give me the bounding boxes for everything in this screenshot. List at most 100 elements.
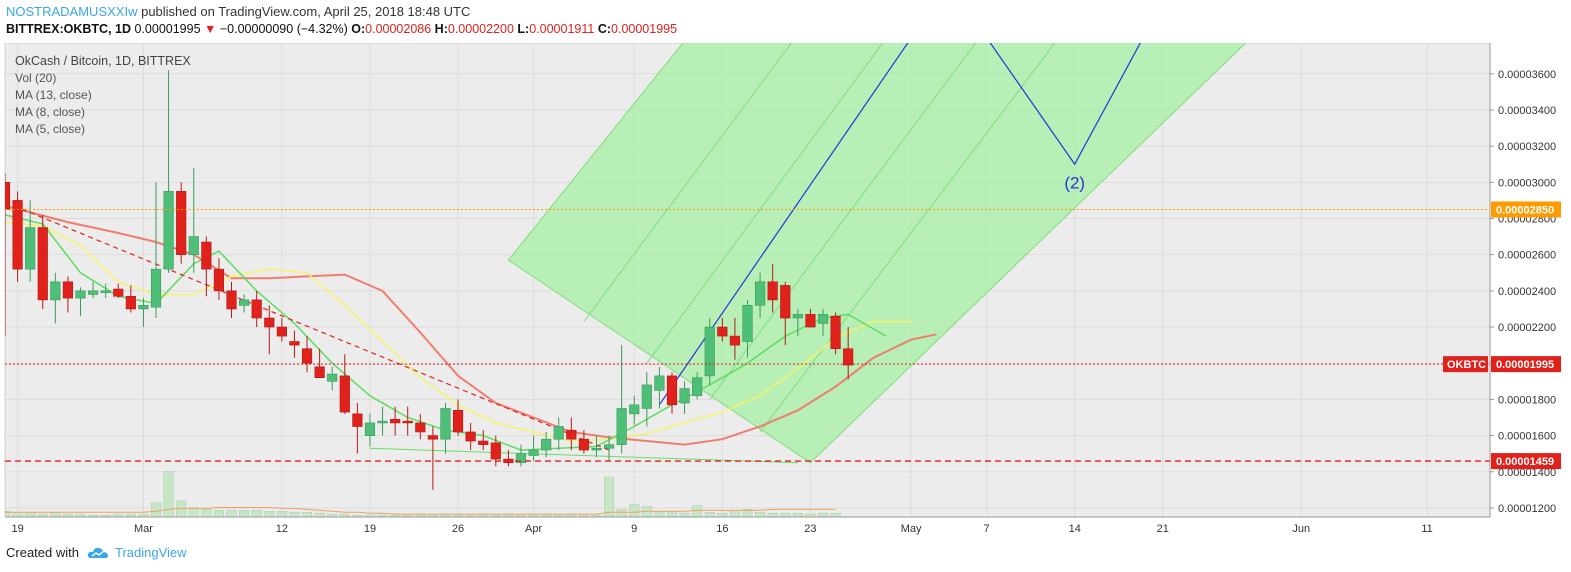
- high-label: H:: [434, 22, 448, 36]
- candle-down: [301, 348, 313, 364]
- volume-bar: [264, 511, 275, 517]
- close-value: 0.00001995: [611, 22, 678, 36]
- volume-ma-line: [5, 507, 836, 515]
- volume-bar: [830, 512, 841, 517]
- channel-inner-line: [646, 43, 884, 364]
- candle-up: [553, 426, 564, 440]
- legend: OkCash / Bitcoin, 1D, BITTREX Vol (20) M…: [15, 53, 191, 138]
- price-axis-background: [1490, 43, 1571, 517]
- candle-up: [515, 453, 527, 464]
- candle-up: [440, 408, 451, 440]
- volume-bar: [591, 514, 602, 517]
- volume-bar: [377, 514, 388, 517]
- volume-bar: [679, 512, 690, 517]
- candle-up: [188, 236, 199, 255]
- volume-bar: [289, 512, 300, 517]
- price-chart[interactable]: (2) 0.000012000.000014000.000016000.0000…: [0, 42, 1571, 540]
- volume-bar: [817, 512, 829, 517]
- level-tag-background: [1491, 201, 1561, 218]
- time-axis[interactable]: 19 Mar 12 19 26 Apr 9 16 23 May 7 14 21 Jun 11: [11, 523, 1432, 535]
- price-tick-label: 0.00001400: [1498, 467, 1556, 479]
- chart-area[interactable]: (2) 0.00001200 0.00001400 0.00001600 0.0000…: [0, 42, 1571, 540]
- candle-down: [62, 281, 74, 299]
- candle-down: [314, 366, 325, 378]
- price-tick-label: 0.00003600: [1498, 69, 1556, 81]
- time-tick-label: 12: [276, 523, 288, 535]
- volume-bar: [25, 512, 36, 517]
- time-tick-label: May: [901, 523, 922, 535]
- price-tick-label: 0.00001800: [1498, 394, 1556, 406]
- wave-line: [989, 43, 1141, 166]
- volume-bar: [616, 509, 627, 517]
- volume-bar: [755, 512, 766, 517]
- volume-bar: [150, 502, 162, 517]
- candle-up: [239, 299, 250, 306]
- candle-up: [528, 449, 539, 456]
- volume-bar: [604, 476, 615, 517]
- volume-bar: [276, 511, 287, 517]
- volume-bar: [364, 514, 375, 517]
- volume-bar: [767, 512, 778, 517]
- candle-down: [566, 429, 577, 440]
- level-tag-label: 0.00001459: [1496, 456, 1554, 468]
- channel-inner-line: [583, 43, 792, 322]
- tradingview-cloud-icon: [87, 547, 108, 558]
- candle-up: [150, 268, 162, 308]
- level-tag-label: 0.00001995: [1496, 359, 1554, 371]
- candle-down: [352, 413, 363, 427]
- volume-bar: [553, 514, 564, 517]
- volume-bar: [704, 512, 715, 517]
- candle-up: [755, 281, 766, 306]
- price-tick-label: 0.00002600: [1498, 250, 1556, 262]
- candle-up: [692, 377, 703, 397]
- candle-down: [490, 442, 501, 460]
- time-tick-label: 26: [452, 523, 464, 535]
- time-tick-label: 21: [1157, 523, 1169, 535]
- legend-item-ma8[interactable]: MA (8, close): [15, 105, 86, 119]
- candle-up: [792, 314, 803, 319]
- candle-up: [591, 447, 602, 451]
- open-label: O:: [351, 22, 366, 36]
- volume-bar: [427, 514, 438, 517]
- candle-up: [541, 438, 552, 451]
- volume-bar: [692, 505, 703, 517]
- time-tick-label: 7: [984, 523, 990, 535]
- volume-bar: [541, 514, 552, 517]
- legend-item-ma5[interactable]: MA (5, close): [15, 122, 86, 136]
- volume-bar: [352, 514, 363, 517]
- candle-down: [213, 268, 225, 292]
- last-price: 0.00001995: [134, 22, 201, 36]
- volume-bar: [654, 511, 665, 517]
- candle-down: [390, 419, 401, 424]
- time-tick-label: 19: [11, 523, 23, 535]
- price-tags: 0.00002850 0.00001995 OKBTC 0.00001459: [1443, 201, 1561, 470]
- open-value: 0.00002086: [365, 22, 432, 36]
- tradingview-link[interactable]: TradingView: [114, 545, 187, 560]
- volume-bar: [226, 510, 237, 517]
- legend-item-ma13[interactable]: MA (13, close): [15, 88, 92, 102]
- published-text: published on TradingView.com, April 25, …: [141, 4, 471, 19]
- candle-up: [88, 290, 99, 295]
- candle-down: [264, 317, 275, 328]
- candle-down: [113, 288, 124, 297]
- horizontal-levels: [5, 208, 1490, 462]
- candle-down: [578, 438, 589, 451]
- candle-up: [704, 326, 715, 377]
- price-tick-label: 0.00003200: [1498, 141, 1556, 153]
- volume-bar: [780, 512, 791, 517]
- time-tick-label: 16: [716, 523, 728, 535]
- candle-up: [679, 388, 690, 404]
- legend-item-vol[interactable]: Vol (20): [15, 71, 57, 85]
- pitchfork-channel: [507, 43, 1247, 464]
- symbol-tag-background: [1443, 356, 1488, 373]
- time-tick-label: 14: [1069, 523, 1081, 535]
- level-tag-background: [1491, 356, 1561, 373]
- volume-bar: [5, 511, 11, 517]
- publish-header: NOSTRADAMUSXXIw published on TradingView…: [6, 4, 470, 19]
- volume-bar: [465, 514, 476, 517]
- volume-bar: [578, 514, 589, 517]
- volume-bar: [415, 514, 426, 517]
- price-tick-label: 0.00003400: [1498, 105, 1556, 117]
- author-link[interactable]: NOSTRADAMUSXXIw: [6, 4, 138, 19]
- candle-up: [327, 373, 338, 382]
